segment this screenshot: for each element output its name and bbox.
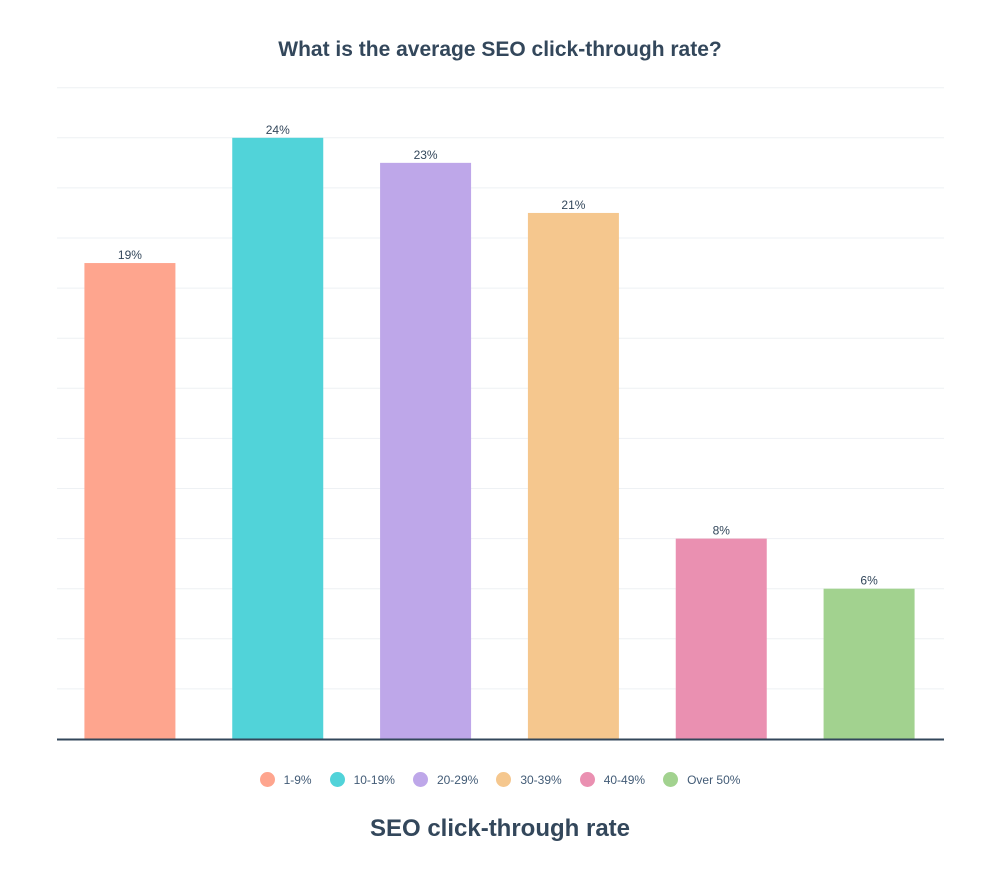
bar-1-9 bbox=[84, 263, 176, 739]
bar-20-29 bbox=[380, 162, 472, 740]
legend-label: 10-19% bbox=[353, 772, 395, 787]
legend: 1-9% 10-19% 20-29% 30-39% 40-49% Over 50% bbox=[0, 772, 1000, 787]
legend-swatch bbox=[412, 772, 428, 787]
bar-10-19 bbox=[232, 137, 324, 740]
legend-item: 10-19% bbox=[329, 772, 395, 787]
bars bbox=[84, 137, 915, 740]
legend-item: 30-39% bbox=[496, 772, 562, 787]
legend-swatch bbox=[579, 772, 595, 787]
bar-over-50 bbox=[823, 588, 915, 739]
legend-swatch bbox=[663, 772, 679, 787]
legend-item: Over 50% bbox=[663, 772, 740, 787]
legend-label: 40-49% bbox=[603, 772, 646, 787]
data-label: 21% bbox=[561, 198, 585, 212]
data-label: 19% bbox=[118, 248, 142, 262]
legend-label: Over 50% bbox=[687, 772, 741, 787]
gridlines bbox=[57, 87, 944, 690]
data-label: 23% bbox=[414, 148, 438, 162]
legend-item: 1-9% bbox=[259, 772, 312, 787]
legend-label: 30-39% bbox=[520, 772, 562, 787]
bar-30-39 bbox=[527, 212, 619, 739]
legend-swatch bbox=[259, 772, 275, 787]
data-label: 6% bbox=[860, 574, 878, 588]
x-axis-title: SEO click-through rate bbox=[369, 815, 631, 842]
chart-title: What is the average SEO click-through ra… bbox=[278, 38, 722, 61]
legend-item: 40-49% bbox=[579, 772, 646, 787]
data-labels: 19% 24% 23% 21% 8% 6% bbox=[118, 123, 878, 588]
data-label: 8% bbox=[713, 524, 731, 538]
legend-item: 20-29% bbox=[412, 772, 479, 787]
bar-40-49 bbox=[675, 538, 767, 739]
legend-swatch bbox=[496, 772, 512, 787]
data-label: 24% bbox=[266, 123, 290, 137]
legend-label: 20-29% bbox=[436, 772, 479, 787]
legend-swatch bbox=[329, 772, 345, 787]
legend-label: 1-9% bbox=[283, 772, 312, 787]
